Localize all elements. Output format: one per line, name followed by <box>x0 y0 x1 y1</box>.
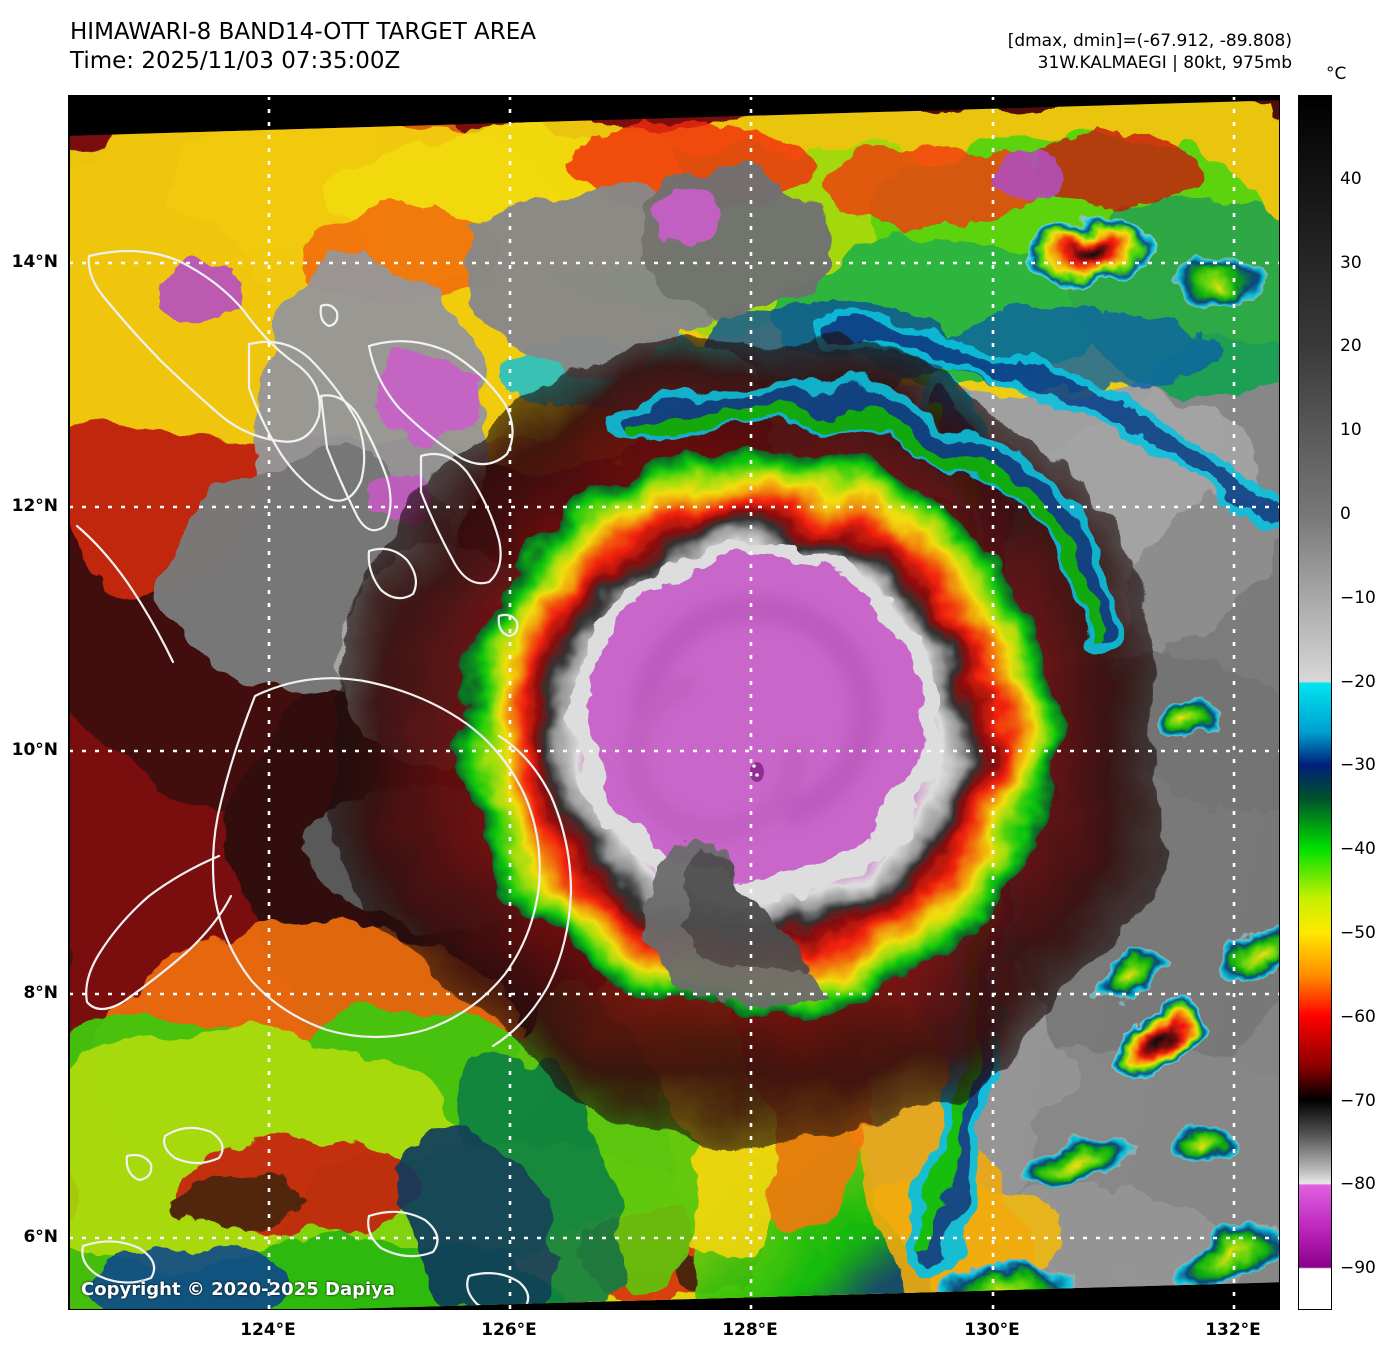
colorbar-tick-label: −50 <box>1340 922 1376 943</box>
storm-info-label: 31W.KALMAEGI | 80kt, 975mb <box>1037 53 1292 74</box>
colorbar-tick-label: −30 <box>1340 755 1376 776</box>
lon-tick-label: 132°E <box>1205 1320 1261 1340</box>
lon-tick-label: 126°E <box>481 1320 537 1340</box>
dminmax-label: [dmax, dmin]=(-67.912, -89.808) <box>1007 31 1292 51</box>
colorbar-tick-label: −70 <box>1340 1090 1376 1111</box>
header-title-block: HIMAWARI-8 BAND14-OTT TARGET AREA Time: … <box>70 18 536 77</box>
colorbar-tick-label: −90 <box>1340 1258 1376 1279</box>
lat-tick-label: 14°N <box>11 252 58 272</box>
lat-tick-label: 6°N <box>23 1227 58 1247</box>
colorbar-tick-label: 10 <box>1340 420 1362 441</box>
colorbar-tick-label: −40 <box>1340 839 1376 860</box>
lon-tick-label: 130°E <box>964 1320 1020 1340</box>
lat-tick-label: 10°N <box>11 740 58 760</box>
colorbar-tick-label: 40 <box>1340 168 1362 189</box>
copyright-label: Copyright © 2020-2025 Dapiya <box>81 1279 396 1300</box>
colorbar-tick-label: 0 <box>1340 503 1351 524</box>
satellite-image-plot[interactable]: Copyright © 2020-2025 Dapiya <box>68 95 1280 1310</box>
colorbar-tick-label: −80 <box>1340 1174 1376 1195</box>
timestamp-label: Time: 2025/11/03 07:35:00Z <box>70 48 401 75</box>
lat-tick-label: 8°N <box>23 983 58 1003</box>
colorbar-tick-label: 30 <box>1340 252 1362 273</box>
plot-border <box>69 96 1279 1309</box>
colorbar-gradient <box>1299 96 1331 1309</box>
header-meta-block: [dmax, dmin]=(-67.912, -89.808) 31W.KALM… <box>1008 30 1292 74</box>
colorbar-unit-label: °C <box>1326 64 1347 84</box>
colorbar-tick-label: 20 <box>1340 336 1362 357</box>
colorbar-tick-label: −60 <box>1340 1006 1376 1027</box>
satellite-imagery <box>69 96 1279 1309</box>
lon-tick-label: 128°E <box>722 1320 778 1340</box>
lat-tick-label: 12°N <box>11 496 58 516</box>
page-title: HIMAWARI-8 BAND14-OTT TARGET AREA <box>70 19 537 45</box>
colorbar-tick-label: −10 <box>1340 587 1376 608</box>
lon-tick-label: 124°E <box>240 1320 296 1340</box>
colorbar[interactable] <box>1298 95 1332 1310</box>
colorbar-tick-label: −20 <box>1340 671 1376 692</box>
satellite-swath <box>69 100 1279 1309</box>
